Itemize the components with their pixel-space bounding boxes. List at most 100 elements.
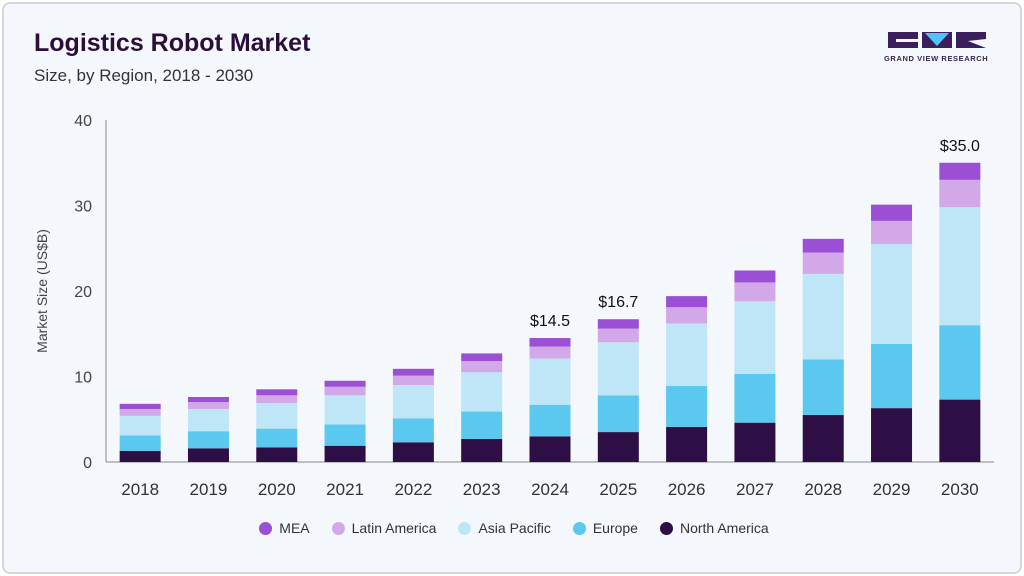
bar-segment-latin-america (871, 220, 913, 244)
chart-legend: MEA Latin America Asia Pacific Europe North … (4, 520, 1020, 536)
bar-segment-mea (597, 319, 639, 329)
bar-segment-latin-america (119, 408, 161, 416)
bar-segment-north-america (461, 438, 503, 462)
x-tick-label: 2019 (190, 480, 228, 499)
legend-label: MEA (279, 520, 310, 536)
bar-segment-asia-pacific (187, 408, 229, 432)
bar-segment-europe (187, 431, 229, 449)
bar-segment-latin-america (256, 395, 298, 404)
bar-segment-europe (597, 395, 639, 433)
bar-segment-asia-pacific (871, 243, 913, 345)
bar-segment-europe (461, 411, 503, 439)
bar-segment-north-america (666, 426, 708, 462)
bar-segment-latin-america (324, 386, 366, 396)
legend-swatch (659, 521, 673, 535)
y-axis-title: Market Size (US$B) (34, 229, 50, 353)
legend-label: North America (679, 520, 769, 536)
bar-segment-latin-america (529, 346, 571, 359)
bar-segment-europe (939, 325, 981, 400)
bar-segment-mea (461, 353, 503, 362)
legend-item-europe: Europe (572, 520, 638, 536)
bar-segment-north-america (529, 436, 571, 462)
legend-label: Latin America (351, 520, 437, 536)
bar-segment-latin-america (597, 328, 639, 343)
legend-item-latin-america: Latin America (331, 520, 437, 536)
y-tick-label: 10 (74, 370, 92, 387)
bar-segment-asia-pacific (666, 323, 708, 386)
bar-segment-asia-pacific (461, 372, 503, 412)
grand-view-research-logo: GRAND VIEW RESEARCH (884, 30, 990, 66)
bar-segment-asia-pacific (939, 207, 981, 326)
x-tick-label: 2020 (258, 480, 296, 499)
bar-segment-north-america (119, 450, 161, 462)
bar-segment-asia-pacific (802, 273, 844, 360)
total-value-label: $16.7 (598, 294, 638, 311)
bar-segment-europe (529, 404, 571, 437)
bar-segment-europe (324, 424, 366, 446)
bar-segment-north-america (324, 445, 366, 462)
bar-segment-europe (392, 418, 434, 443)
bar-segment-mea (939, 162, 981, 180)
x-tick-label: 2021 (326, 480, 364, 499)
logo-text: GRAND VIEW RESEARCH (884, 54, 989, 63)
bar-segment-europe (666, 385, 708, 427)
bar-segment-mea (324, 380, 366, 387)
legend-swatch (458, 521, 472, 535)
bar-segment-north-america (802, 414, 844, 462)
x-tick-label: 2027 (736, 480, 774, 499)
x-tick-label: 2025 (599, 480, 637, 499)
bar-segment-latin-america (939, 179, 981, 208)
chart-subtitle: Size, by Region, 2018 - 2030 (34, 66, 254, 85)
y-tick-label: 30 (74, 199, 92, 216)
bar-segment-asia-pacific (256, 403, 298, 429)
logo-mark-icon (888, 32, 986, 48)
bar-segment-latin-america (802, 252, 844, 274)
bar-segment-mea (187, 397, 229, 403)
x-tick-label: 2026 (668, 480, 706, 499)
total-value-label: $14.5 (530, 313, 570, 330)
y-tick-label: 20 (74, 284, 92, 301)
legend-swatch (259, 521, 273, 535)
y-tick-label: 40 (74, 113, 92, 130)
chart-title: Logistics Robot Market (34, 29, 311, 57)
bar-segment-mea (529, 338, 571, 347)
bar-segment-asia-pacific (597, 342, 639, 396)
bar-segment-latin-america (187, 402, 229, 409)
bar-segment-latin-america (461, 361, 503, 373)
bar-segment-north-america (871, 408, 913, 462)
bar-segment-europe (256, 428, 298, 448)
legend-item-north-america: North America (659, 520, 769, 536)
x-tick-label: 2018 (121, 480, 159, 499)
bar-segment-latin-america (392, 375, 434, 386)
bar-segment-mea (734, 270, 776, 283)
bar-segment-europe (119, 435, 161, 451)
bar-segment-north-america (939, 399, 981, 462)
x-tick-label: 2030 (941, 480, 979, 499)
bar-segment-europe (802, 359, 844, 415)
x-tick-label: 2022 (394, 480, 432, 499)
bar-segment-mea (802, 238, 844, 253)
bar-segment-north-america (597, 432, 639, 462)
legend-swatch (572, 521, 586, 535)
bar-segment-latin-america (734, 282, 776, 302)
bar-segment-north-america (392, 442, 434, 462)
legend-label: Europe (592, 520, 638, 536)
bar-segment-mea (119, 403, 161, 409)
legend-item-mea: MEA (259, 520, 310, 536)
legend-item-asia-pacific: Asia Pacific (458, 520, 551, 536)
bar-segment-asia-pacific (529, 358, 571, 405)
x-tick-label: 2024 (531, 480, 569, 499)
bar-segment-mea (256, 389, 298, 396)
bar-segment-asia-pacific (324, 395, 366, 425)
x-tick-label: 2028 (804, 480, 842, 499)
bar-segment-north-america (734, 422, 776, 462)
bar-segment-mea (871, 204, 913, 221)
bar-segment-north-america (187, 448, 229, 462)
bar-segment-mea (392, 368, 434, 376)
legend-swatch (331, 521, 345, 535)
bar-segment-europe (734, 373, 776, 423)
bar-segment-asia-pacific (119, 415, 161, 436)
bar-segment-mea (666, 296, 708, 308)
